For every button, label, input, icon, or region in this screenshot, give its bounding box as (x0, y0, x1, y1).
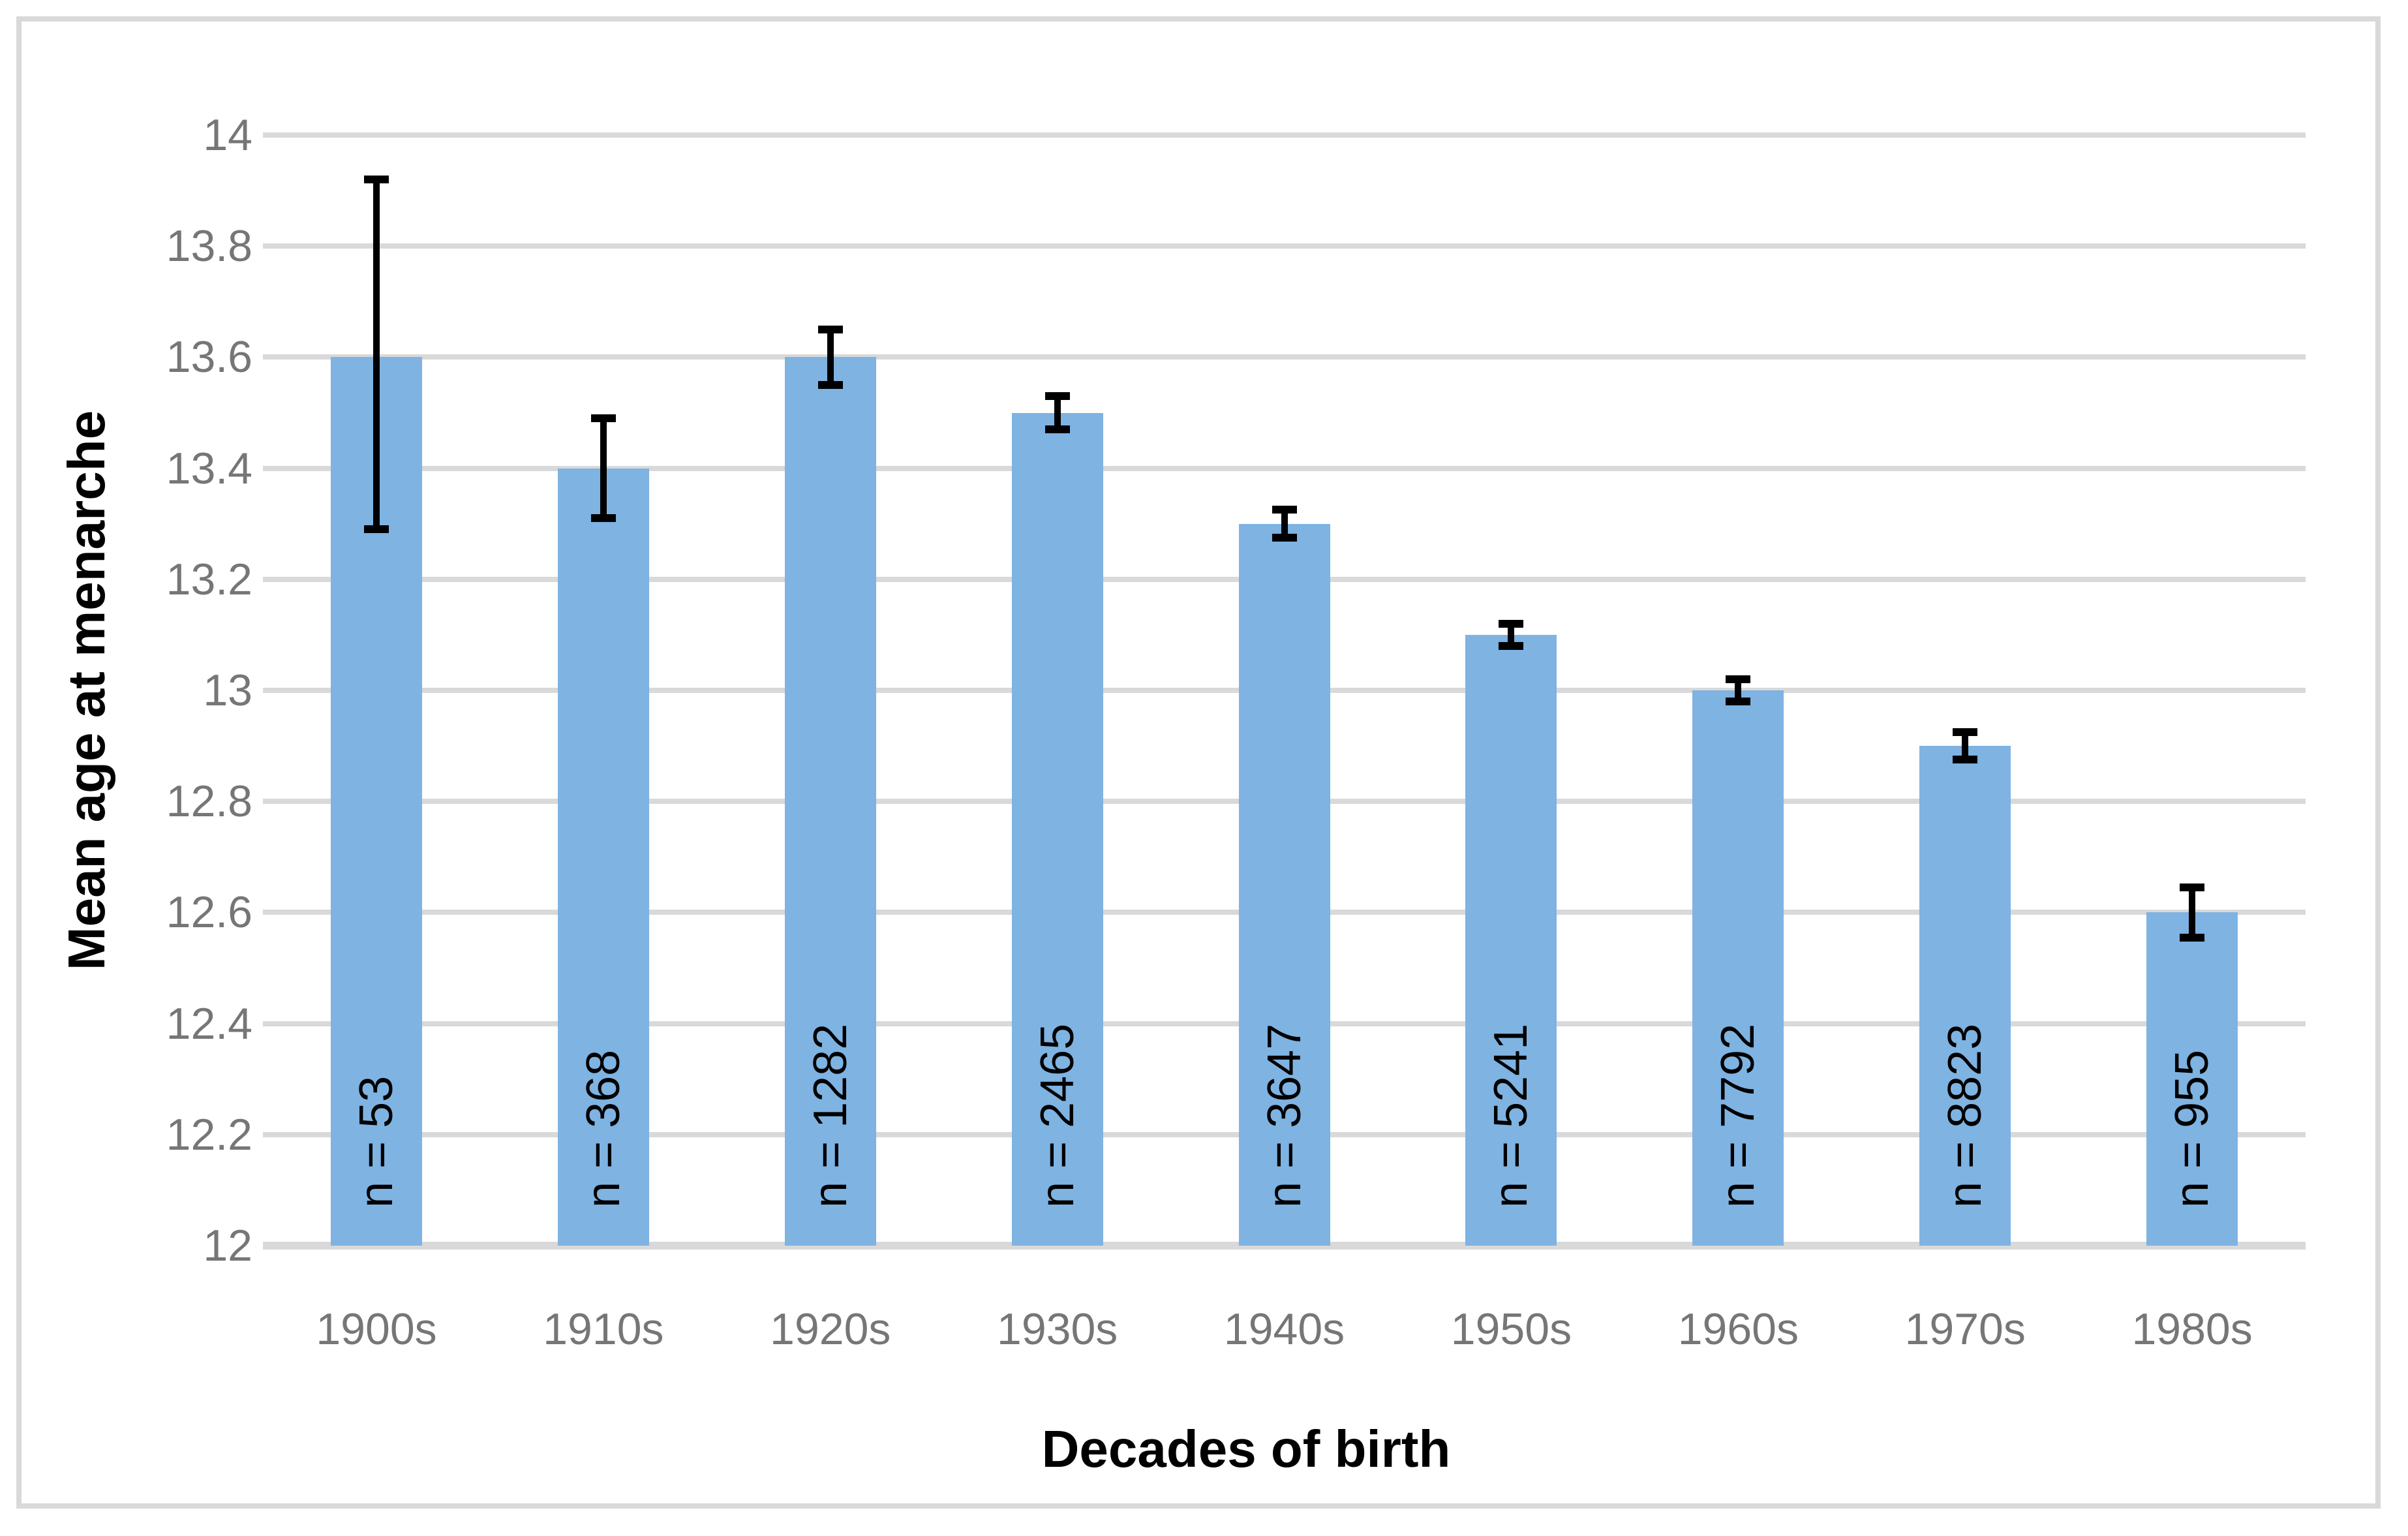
error-bar-line (2189, 887, 2196, 938)
bar-1920s (784, 357, 876, 1246)
bar-1910s (557, 468, 649, 1246)
error-bar-line (1735, 679, 1742, 701)
y-tick-label: 13 (203, 666, 252, 715)
y-tick-label: 13.8 (166, 221, 252, 271)
error-bar-cap-bottom (1726, 698, 1751, 706)
error-bar-cap-bottom (817, 380, 843, 389)
error-bar-line (373, 179, 380, 530)
gridline (263, 354, 2306, 360)
gridline (263, 132, 2306, 138)
bar-1980s (2146, 912, 2238, 1246)
error-bar-cap-top (1726, 675, 1751, 683)
x-axis-line (263, 1242, 2306, 1250)
x-tick-label: 1920s (770, 1304, 891, 1354)
x-tick-label: 1900s (316, 1304, 437, 1354)
x-tick-label: 1940s (1223, 1304, 1345, 1354)
x-tick-label: 1910s (543, 1304, 664, 1354)
error-bar-cap-bottom (1272, 533, 1297, 542)
bar-1940s (1238, 523, 1330, 1246)
error-bar-cap-top (363, 176, 389, 184)
error-bar-cap-bottom (1044, 425, 1070, 434)
error-bar-line (1054, 395, 1061, 430)
bar-1930s (1011, 412, 1103, 1246)
gridline (263, 243, 2306, 249)
y-tick-label: 13.6 (166, 332, 252, 382)
x-tick-label: 1960s (1677, 1304, 1799, 1354)
error-bar-cap-top (590, 414, 616, 422)
bar-n-label: n = 3647 (1258, 1023, 1311, 1208)
bar-n-label: n = 53 (350, 1075, 403, 1208)
bar-n-label: n = 8823 (1939, 1023, 1992, 1208)
bar-n-label: n = 368 (577, 1049, 630, 1208)
x-tick-label: 1950s (1450, 1304, 1572, 1354)
y-tick-label: 12.2 (166, 1109, 252, 1160)
error-bar-line (600, 418, 607, 519)
error-bar-line (1962, 731, 1969, 760)
x-axis-title: Decades of birth (1041, 1420, 1451, 1478)
error-bar-cap-bottom (2180, 933, 2205, 942)
x-tick-label: 1930s (997, 1304, 1118, 1354)
bar-n-label: n = 955 (2166, 1049, 2219, 1208)
error-bar-cap-bottom (590, 514, 616, 523)
error-bar-cap-bottom (1953, 756, 1978, 764)
error-bar-cap-top (1953, 728, 1978, 736)
error-bar-line (1281, 510, 1288, 538)
y-tick-label: 13.2 (166, 554, 252, 604)
y-tick-label: 13.4 (166, 443, 252, 493)
y-tick-label: 12.4 (166, 998, 252, 1049)
error-bar-cap-bottom (1499, 641, 1524, 650)
plot-area: n = 53 n = 368 n = 1282 n = 2465 n = 3647 n =… (263, 132, 2306, 1250)
error-bar-cap-bottom (363, 525, 389, 534)
x-tick-label: 1970s (1904, 1304, 2026, 1354)
bar-n-label: n = 5241 (1485, 1023, 1538, 1208)
bar-1950s (1465, 634, 1557, 1246)
error-bar-cap-top (2180, 883, 2205, 892)
error-bar-cap-top (817, 325, 843, 333)
bar-1960s (1692, 690, 1784, 1246)
y-axis-title: Mean age at menarche (57, 410, 115, 971)
y-tick-label: 12 (203, 1221, 252, 1270)
y-tick-label: 14 (203, 110, 252, 160)
y-tick-label: 12.8 (166, 776, 252, 827)
bar-n-label: n = 2465 (1031, 1023, 1084, 1208)
x-tick-label: 1980s (2131, 1304, 2253, 1354)
error-bar-cap-top (1272, 506, 1297, 514)
error-bar-cap-top (1499, 619, 1524, 628)
error-bar-cap-top (1044, 392, 1070, 400)
bar-n-label: n = 7792 (1712, 1023, 1765, 1208)
bar-1970s (1919, 746, 2011, 1246)
y-tick-label: 12.6 (166, 887, 252, 938)
error-bar-line (1508, 623, 1515, 646)
gridline (263, 465, 2306, 471)
bar-n-label: n = 1282 (804, 1023, 857, 1208)
error-bar-line (827, 329, 834, 385)
